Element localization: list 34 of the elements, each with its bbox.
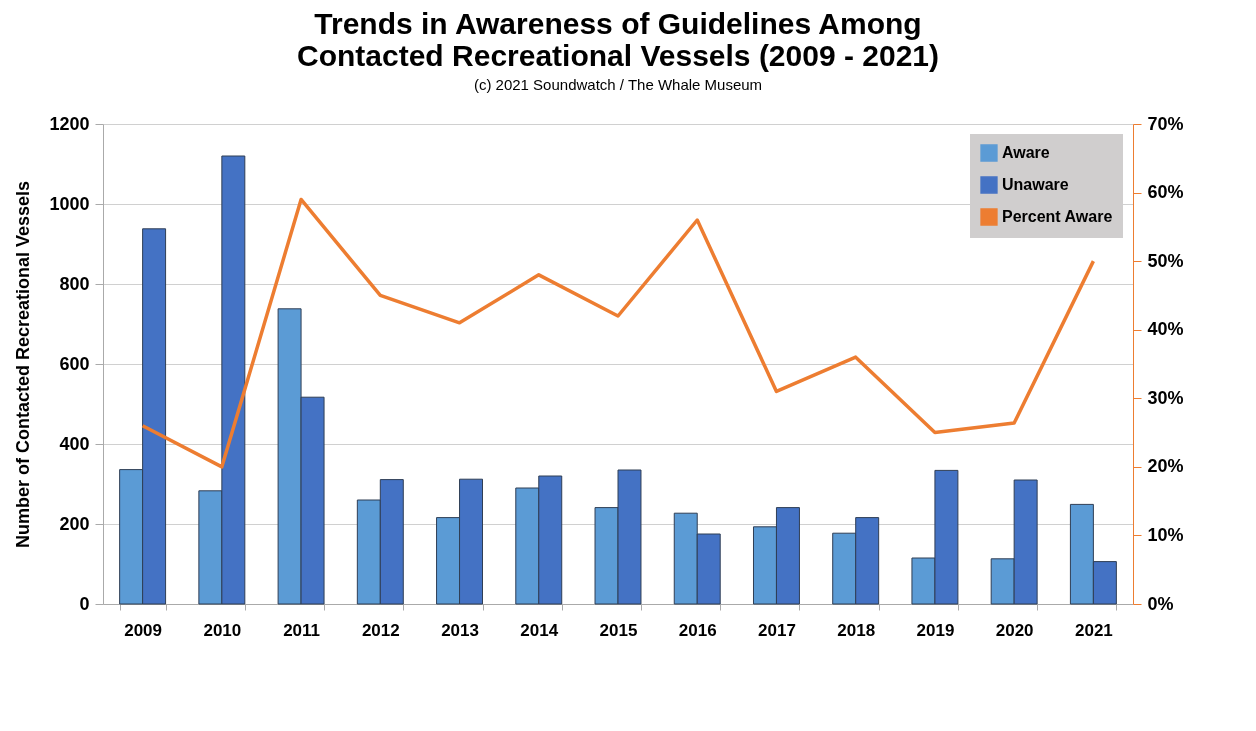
x-tick-label: 2013 xyxy=(441,620,479,640)
y-tick-label: 1200 xyxy=(49,113,90,134)
y-tick-label: 200 xyxy=(59,513,90,534)
x-tick-label: 2018 xyxy=(837,620,876,640)
legend-label: Percent Aware xyxy=(1002,208,1113,225)
chart-subtitle: (c) 2021 Soundwatch / The Whale Museum xyxy=(473,76,763,93)
y-tick-label: 600 xyxy=(59,353,90,374)
x-tick-label: 2010 xyxy=(203,620,242,640)
y2-tick-label: 70% xyxy=(1147,113,1184,134)
y2-tick-label: 10% xyxy=(1147,524,1184,545)
y2-tick-label: 50% xyxy=(1147,250,1184,271)
y2-tick-label: 20% xyxy=(1147,456,1184,477)
x-tick-label: 2019 xyxy=(916,620,955,640)
x-tick-label: 2021 xyxy=(1074,620,1113,640)
x-tick-label: 2020 xyxy=(995,620,1034,640)
x-tick-label: 2012 xyxy=(361,620,400,640)
x-tick-label: 2015 xyxy=(599,620,638,640)
y2-tick-label: 40% xyxy=(1147,319,1184,340)
y2-tick-label: 30% xyxy=(1147,387,1184,408)
y2-tick-label: 0% xyxy=(1147,593,1174,614)
legend-label: Unaware xyxy=(1002,176,1069,193)
y-axis-title: Number of Contacted Recreational Vessels xyxy=(13,180,34,549)
x-tick-label: 2009 xyxy=(124,620,163,640)
x-tick-label: 2011 xyxy=(283,620,321,640)
y-tick-label: 1000 xyxy=(49,193,90,214)
x-tick-label: 2016 xyxy=(678,620,717,640)
y2-tick-label: 60% xyxy=(1147,182,1184,203)
y-tick-label: 0 xyxy=(79,593,90,614)
legend-label: Aware xyxy=(1002,144,1050,161)
x-tick-label: 2017 xyxy=(758,620,796,640)
y-tick-label: 400 xyxy=(59,433,90,454)
y-tick-label: 800 xyxy=(59,273,90,294)
x-tick-label: 2014 xyxy=(520,620,559,640)
chart-title: Trends in Awareness of Guidelines Among Contacted Recreational Vessels (2009 - 2021) xyxy=(297,7,939,72)
